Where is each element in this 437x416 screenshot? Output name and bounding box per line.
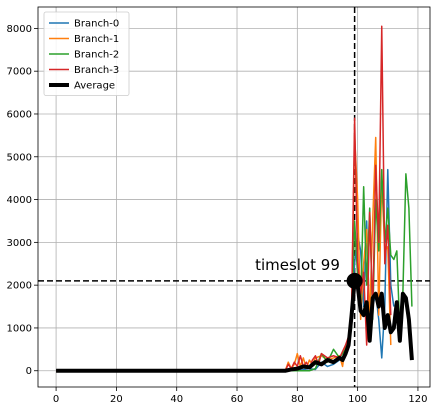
legend-label-branch-1: Branch-1	[74, 34, 119, 45]
y-tick-label: 4000	[7, 195, 32, 206]
x-tick-label: 80	[291, 394, 304, 405]
annotation-label: timeslot 99	[255, 256, 340, 274]
legend-label-average: Average	[74, 81, 115, 92]
x-tick-label: 20	[110, 394, 123, 405]
y-tick-label: 6000	[7, 109, 32, 120]
y-tick-label: 2000	[7, 281, 32, 292]
y-tick-label: 5000	[7, 152, 32, 163]
x-tick-label: 40	[170, 394, 183, 405]
highlight-layer	[347, 273, 363, 289]
legend: Branch-0 Branch-1 Branch-2 Branch-3 Average	[44, 12, 129, 96]
legend-label-branch-0: Branch-0	[74, 19, 119, 30]
x-tick-label: 120	[408, 394, 427, 405]
x-tick-label: 0	[53, 394, 59, 405]
highlight-point	[347, 273, 363, 289]
y-tick-label: 3000	[7, 238, 32, 249]
series-line-average	[56, 281, 412, 371]
x-tick-label: 60	[231, 394, 244, 405]
series-line-branch-1	[56, 135, 391, 370]
legend-label-branch-3: Branch-3	[74, 65, 119, 76]
y-tick-label: 7000	[7, 67, 32, 78]
y-tick-label: 1000	[7, 323, 32, 334]
y-tick-label: 0	[26, 366, 32, 377]
annotation-layer: timeslot 99	[255, 256, 340, 274]
legend-label-branch-2: Branch-2	[74, 50, 119, 61]
y-tick-label: 8000	[7, 24, 32, 35]
x-tick-label: 100	[348, 394, 367, 405]
